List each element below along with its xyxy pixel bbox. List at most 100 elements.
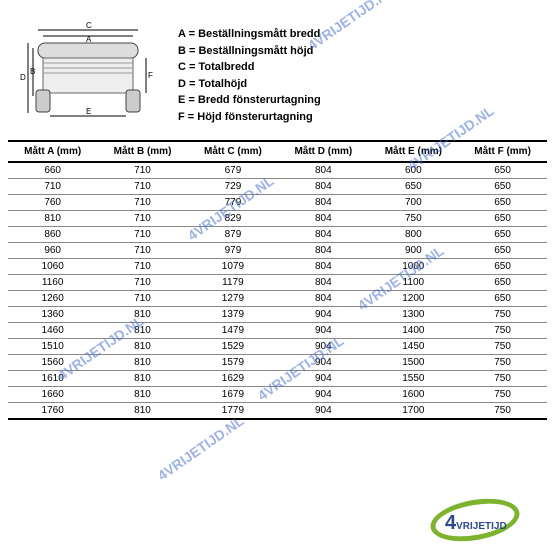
table-cell: 810	[97, 355, 187, 371]
table-cell: 750	[369, 211, 459, 227]
table-cell: 1700	[369, 403, 459, 420]
table-cell: 1460	[8, 323, 97, 339]
logo: 4VRIJETIJD	[430, 500, 530, 540]
table-cell: 904	[278, 339, 368, 355]
table-row: 161081016299041550750	[8, 371, 547, 387]
table-cell: 1500	[369, 355, 459, 371]
table-cell: 750	[458, 371, 547, 387]
table-cell: 710	[97, 275, 187, 291]
column-header: Mått F (mm)	[458, 141, 547, 162]
table-cell: 1400	[369, 323, 459, 339]
table-cell: 650	[458, 291, 547, 307]
table-cell: 804	[278, 179, 368, 195]
dimensions-table: Mått A (mm)Mått B (mm)Mått C (mm)Mått D …	[8, 140, 547, 420]
table-row: 960710979804900650	[8, 243, 547, 259]
table-row: 810710829804750650	[8, 211, 547, 227]
table-cell: 1100	[369, 275, 459, 291]
table-cell: 804	[278, 195, 368, 211]
table-cell: 660	[8, 162, 97, 179]
table-row: 710710729804650650	[8, 179, 547, 195]
table-cell: 650	[458, 243, 547, 259]
table-cell: 750	[458, 339, 547, 355]
legend-item: C = Totalbredd	[178, 59, 321, 76]
table-cell: 904	[278, 307, 368, 323]
table-cell: 710	[97, 211, 187, 227]
table-cell: 804	[278, 243, 368, 259]
svg-text:D: D	[20, 73, 26, 82]
table-cell: 1760	[8, 403, 97, 420]
column-header: Mått B (mm)	[97, 141, 187, 162]
table-cell: 1079	[188, 259, 278, 275]
table-cell: 710	[97, 259, 187, 275]
table-cell: 1479	[188, 323, 278, 339]
svg-text:F: F	[148, 71, 153, 80]
table-row: 860710879804800650	[8, 227, 547, 243]
table-cell: 900	[369, 243, 459, 259]
table-cell: 650	[458, 211, 547, 227]
table-cell: 810	[8, 211, 97, 227]
table-cell: 804	[278, 162, 368, 179]
table-cell: 810	[97, 339, 187, 355]
table-cell: 1529	[188, 339, 278, 355]
table-cell: 810	[97, 307, 187, 323]
table-cell: 804	[278, 259, 368, 275]
table-cell: 729	[188, 179, 278, 195]
table-cell: 750	[458, 387, 547, 403]
table-cell: 650	[369, 179, 459, 195]
table-cell: 800	[369, 227, 459, 243]
table-cell: 710	[8, 179, 97, 195]
table-cell: 904	[278, 387, 368, 403]
table-cell: 779	[188, 195, 278, 211]
table-cell: 650	[458, 195, 547, 211]
logo-text: VRIJETIJD	[456, 521, 507, 532]
table-cell: 1179	[188, 275, 278, 291]
table-cell: 879	[188, 227, 278, 243]
table-cell: 904	[278, 371, 368, 387]
table-cell: 750	[458, 307, 547, 323]
table-cell: 750	[458, 323, 547, 339]
table-cell: 1000	[369, 259, 459, 275]
table-cell: 710	[97, 195, 187, 211]
table-cell: 960	[8, 243, 97, 259]
table-header-row: Mått A (mm)Mått B (mm)Mått C (mm)Mått D …	[8, 141, 547, 162]
svg-text:E: E	[86, 107, 91, 116]
svg-text:C: C	[86, 21, 92, 30]
table-cell: 750	[458, 355, 547, 371]
table-cell: 804	[278, 275, 368, 291]
table-cell: 829	[188, 211, 278, 227]
table-cell: 1550	[369, 371, 459, 387]
table-row: 660710679804600650	[8, 162, 547, 179]
table-cell: 904	[278, 403, 368, 420]
table-cell: 679	[188, 162, 278, 179]
table-cell: 1510	[8, 339, 97, 355]
table-row: 126071012798041200650	[8, 291, 547, 307]
table-row: 116071011798041100650	[8, 275, 547, 291]
table-body: 6607106798046006507107107298046506507607…	[8, 162, 547, 419]
table-cell: 650	[458, 162, 547, 179]
table-row: 166081016799041600750	[8, 387, 547, 403]
table-cell: 904	[278, 355, 368, 371]
table-cell: 1679	[188, 387, 278, 403]
dimension-diagram: C A D B E F	[18, 18, 158, 118]
table-cell: 710	[97, 179, 187, 195]
table-cell: 1600	[369, 387, 459, 403]
table-cell: 650	[458, 227, 547, 243]
table-row: 156081015799041500750	[8, 355, 547, 371]
table-cell: 650	[458, 275, 547, 291]
table-cell: 1300	[369, 307, 459, 323]
table-cell: 979	[188, 243, 278, 259]
column-header: Mått A (mm)	[8, 141, 97, 162]
table-cell: 650	[458, 179, 547, 195]
table-cell: 700	[369, 195, 459, 211]
table-cell: 1260	[8, 291, 97, 307]
table-cell: 710	[97, 243, 187, 259]
table-cell: 1629	[188, 371, 278, 387]
table-cell: 804	[278, 227, 368, 243]
table-row: 146081014799041400750	[8, 323, 547, 339]
table-cell: 650	[458, 259, 547, 275]
table-row: 176081017799041700750	[8, 403, 547, 420]
legend-item: E = Bredd fönsterurtagning	[178, 92, 321, 109]
table-row: 760710779804700650	[8, 195, 547, 211]
table-cell: 1579	[188, 355, 278, 371]
table-cell: 1200	[369, 291, 459, 307]
